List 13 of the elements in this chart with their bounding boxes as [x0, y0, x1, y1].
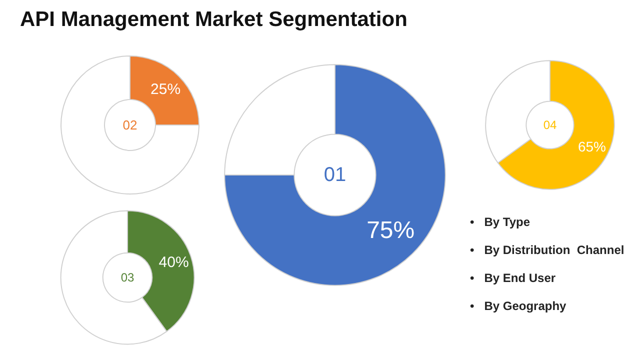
data-label: 25% [150, 80, 181, 98]
text: 03 [120, 270, 134, 284]
text: 01 [324, 164, 346, 186]
text: • By Geography [470, 299, 568, 313]
text: • By End User [470, 271, 557, 285]
data-label: 65% [578, 138, 606, 154]
text: 02 [122, 118, 138, 132]
text: API Management Market Segmentation [20, 8, 408, 32]
text: • By Distribution Channel [470, 243, 624, 257]
data-label: 75% [366, 217, 415, 244]
text: 04 [543, 118, 557, 132]
text: • By Type [470, 215, 531, 229]
data-label: 40% [158, 254, 189, 271]
